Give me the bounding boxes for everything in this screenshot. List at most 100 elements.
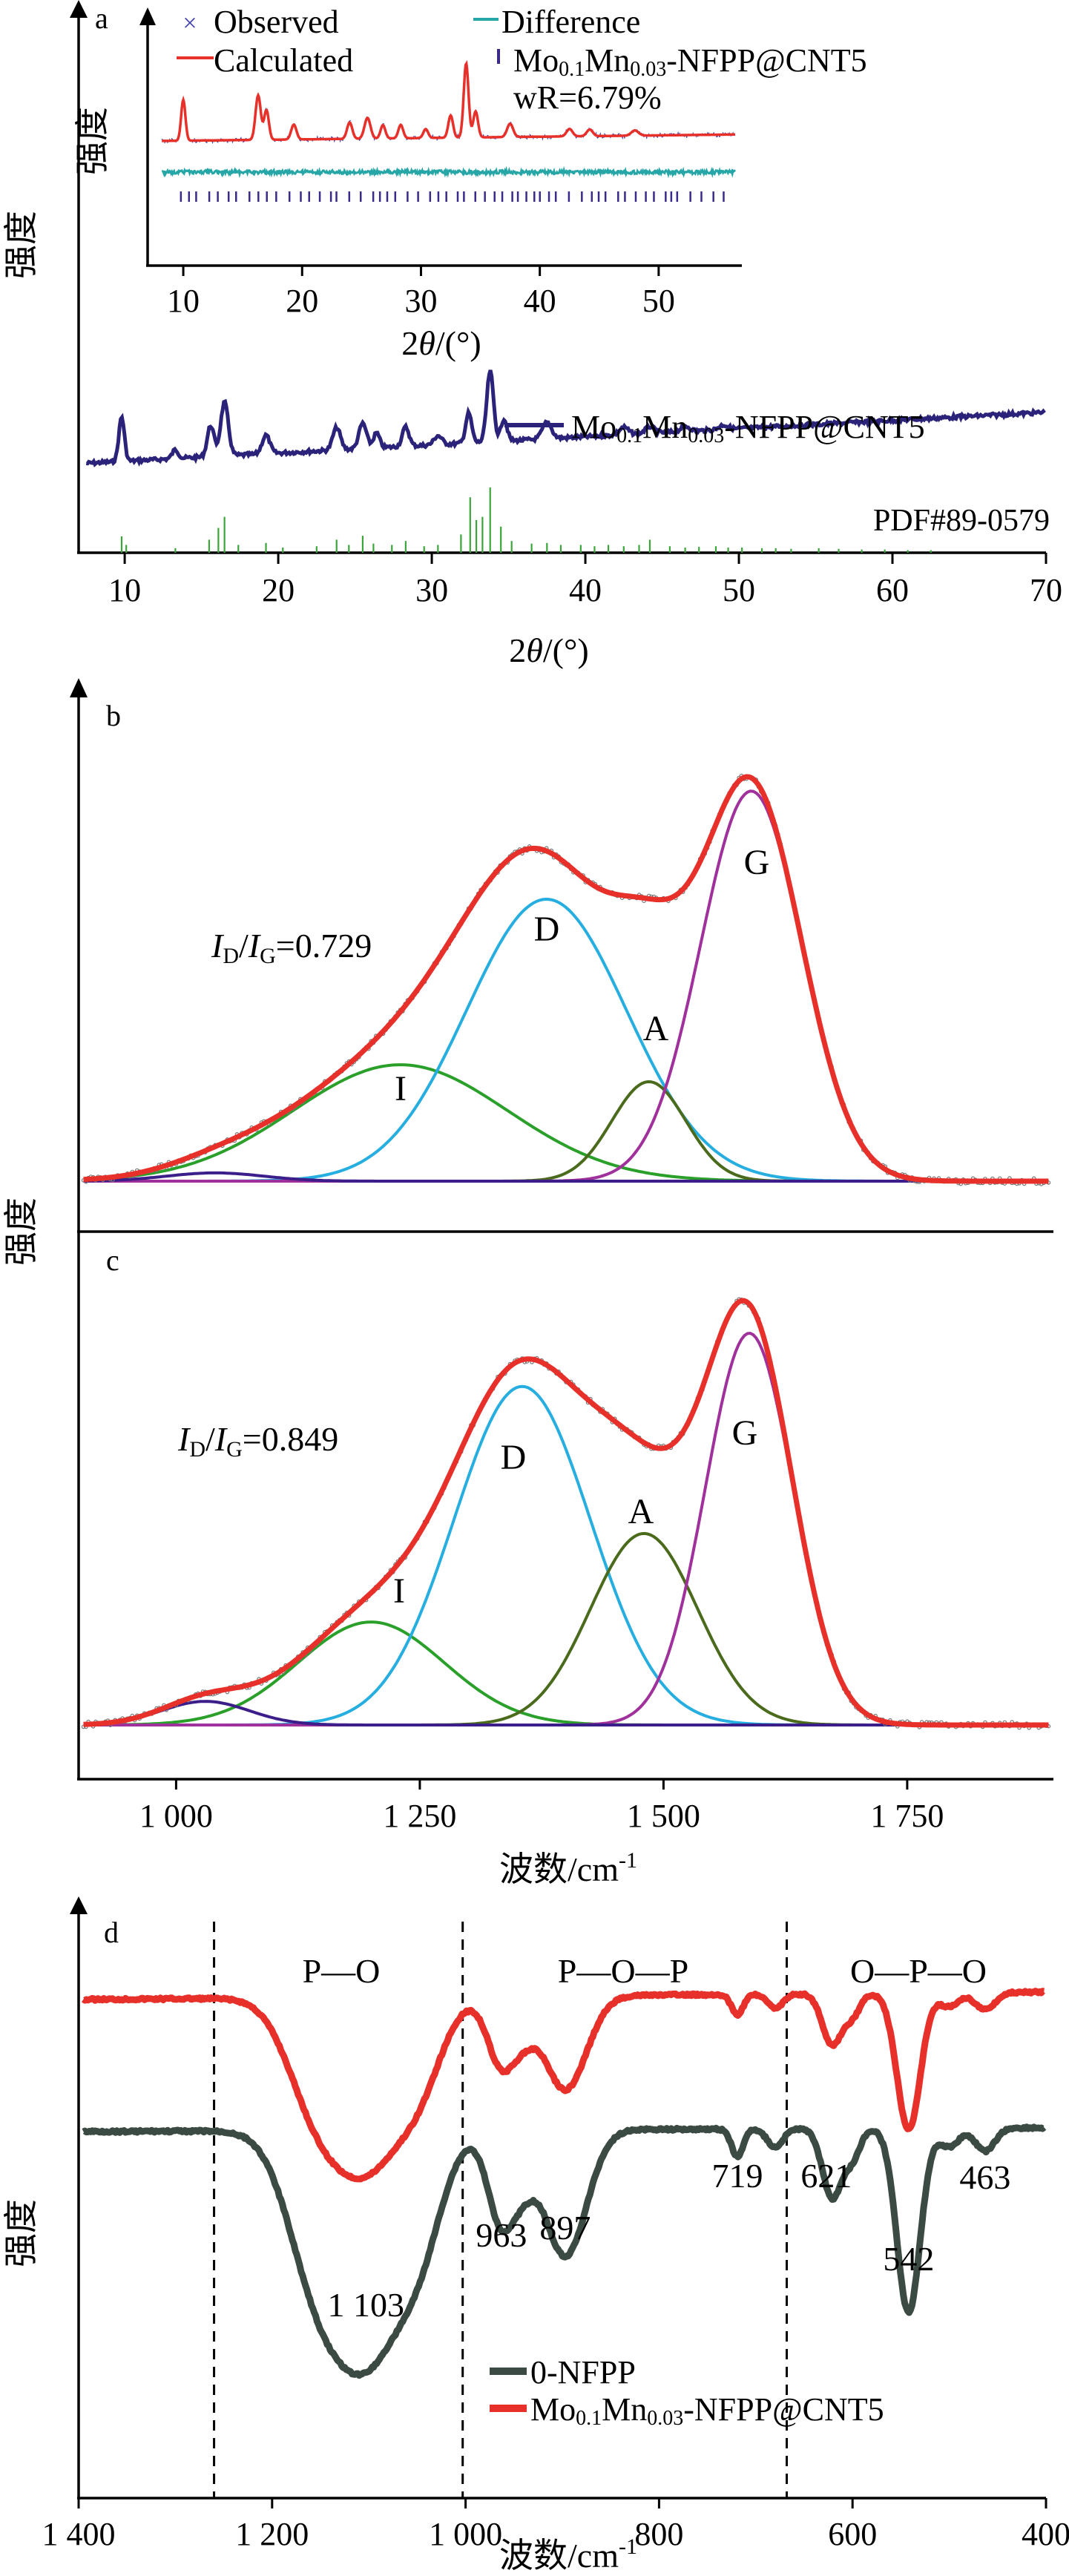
- inset-x-tick-label: 40: [524, 283, 556, 319]
- panel-d-x-tick-label: 1 000: [429, 2516, 502, 2552]
- ftir-peak-label: 963: [476, 2216, 527, 2254]
- legend-label-calculated: Calculated: [214, 42, 353, 79]
- panel-d-y-label: 强度: [2, 2199, 40, 2267]
- panel-d-x-tick-label: 1 400: [42, 2516, 116, 2552]
- region-label-p-o-p: P—O—P: [558, 1952, 688, 1990]
- panel-d-label: d: [104, 1916, 119, 1949]
- raman-fit-sum: [83, 1298, 1049, 1728]
- panel-bc: b c 强度 1 000 1 250 1 500 1 750 波数/cm-1 I D A G…: [2, 678, 1053, 1888]
- panel-d-x-tick-label: 800: [634, 2516, 683, 2552]
- ftir-peak-label: 1 103: [328, 2286, 405, 2324]
- series-sticks-pdf: [120, 487, 932, 553]
- panel-c-x-tick-label: 1 750: [870, 1798, 944, 1834]
- panel-a: a 10 20 30 40 50 60 70 2θ/(°) 强度 Mo0.1Mn0.03-N…: [2, 0, 1062, 669]
- inset-y-label: 强度: [73, 107, 111, 175]
- inset-x-label: 2θ/(°): [401, 324, 481, 362]
- panel-a-x-tick-label: 40: [569, 572, 602, 608]
- panel-a-x-tick-label: 60: [876, 572, 909, 608]
- panel-c-x-label: 波数/cm-1: [499, 1848, 637, 1888]
- inset-y-arrow: [139, 7, 156, 25]
- legend-label-pdf: PDF#89-0579: [873, 504, 1050, 538]
- raman-peak-label-i: I: [395, 1069, 407, 1108]
- inset-x-tick-label: 50: [642, 283, 675, 319]
- inset-x-ticks: 10 20 30 40 50: [167, 266, 675, 319]
- inset-x-tick-label: 10: [167, 283, 200, 319]
- legend-label-nfpp-xrd: Mo0.1Mn0.03-NFPP@CNT5: [571, 409, 925, 447]
- panel-a-x-label: 2θ/(°): [509, 631, 588, 669]
- raman-peak-label-g: G: [732, 1413, 758, 1453]
- raman-observed-points: [81, 1297, 1051, 1730]
- panel-d-legend: 0-NFPP Mo0.1Mn0.03-NFPP@CNT5: [490, 2354, 884, 2430]
- panel-bc-y-label: 强度: [2, 1197, 40, 1266]
- panel-a-x-tick-label: 70: [1030, 572, 1062, 608]
- legend-label-0-nfpp: 0-NFPP: [530, 2354, 636, 2391]
- panel-d-y-arrow: [70, 1896, 88, 1914]
- inset-difference-series: [162, 165, 737, 179]
- panel-a-inset: 10 20 30 40 50 2θ/(°) 强度 × Observed Differen…: [73, 4, 867, 362]
- panel-c-ratio: ID/IG=0.849: [177, 1420, 338, 1462]
- series-line-nfpp-xrd: [85, 369, 1046, 467]
- legend-marker-observed: ×: [182, 10, 197, 37]
- panel-c-label: c: [106, 1243, 119, 1277]
- panel-b-ratio: ID/IG=0.729: [211, 927, 372, 968]
- ftir-peak-label: 621: [800, 2157, 852, 2195]
- panel-c-x-tick-label: 1 250: [383, 1798, 456, 1834]
- raman-peak-i: [83, 1620, 1049, 1726]
- legend-label-cnt5-ftir: Mo0.1Mn0.03-NFPP@CNT5: [530, 2391, 884, 2430]
- raman-peak-label-a: A: [628, 1492, 654, 1531]
- raman-peak-extra: [83, 1171, 1049, 1183]
- inset-calculated-series: [162, 59, 735, 142]
- inset-x-tick-label: 30: [404, 283, 437, 319]
- series-line-cnt5-ftir: [81, 1988, 1046, 2183]
- ftir-peak-label: 897: [539, 2209, 591, 2247]
- raman-peak-g: [83, 1331, 1049, 1726]
- panel-b-label: b: [106, 699, 121, 732]
- region-label-o-p-o: O—P—O: [850, 1952, 987, 1990]
- panel-a-x-tick-label: 50: [723, 572, 755, 608]
- panel-d-x-label: 波数/cm-1: [499, 2534, 637, 2575]
- raman-peak-a: [83, 1080, 1049, 1183]
- inset-wr-annotation: wR=6.79%: [513, 79, 662, 116]
- raman-peak-extra: [83, 1700, 1049, 1726]
- panel-d-x-tick-label: 600: [828, 2516, 877, 2552]
- region-label-p-o: P—O: [303, 1952, 381, 1990]
- panel-a-x-tick-label: 10: [108, 572, 141, 608]
- raman-peak-label-i: I: [393, 1571, 405, 1611]
- raman-fit-sum: [83, 774, 1049, 1184]
- panel-a-x-ticks: 10 20 30 40 50 60 70: [108, 553, 1062, 608]
- panel-b-plot: I D A G: [81, 773, 1051, 1186]
- raman-peak-label-a: A: [643, 1009, 669, 1048]
- raman-peak-a: [83, 1531, 1049, 1726]
- legend-label-bragg: Mo0.1Mn0.03-NFPP@CNT5: [513, 42, 867, 81]
- panel-d-x-tick-label: 400: [1022, 2516, 1069, 2552]
- raman-peak-g: [83, 789, 1049, 1183]
- panel-c-x-ticks: 1 000 1 250 1 500 1 750: [139, 1779, 944, 1834]
- legend-label-difference: Difference: [501, 4, 640, 40]
- panel-d-x-ticks: 1 400 1 200 1 000 800 600 400: [42, 2498, 1069, 2552]
- raman-peak-label-d: D: [534, 910, 560, 949]
- raman-peak-label-d: D: [501, 1438, 527, 1477]
- ftir-peak-label: 542: [883, 2240, 934, 2278]
- panel-a-y-arrow: [70, 0, 88, 18]
- inset-bragg-ticks: [180, 191, 725, 202]
- raman-peak-label-g: G: [744, 843, 770, 882]
- raman-peak-i: [83, 1063, 1049, 1183]
- raman-observed-points: [81, 773, 1051, 1186]
- panel-d-x-tick-label: 1 200: [235, 2516, 309, 2552]
- panel-a-x-tick-label: 20: [262, 572, 295, 608]
- panel-a-y-label: 强度: [2, 211, 40, 279]
- panel-d: d 强度 1 400 1 200 1 000 800 600 400 波数/cm-1 P—…: [2, 1896, 1069, 2575]
- legend-label-observed: Observed: [214, 4, 339, 40]
- panel-d-peak-labels: 1 103 963 897 719 621 542 463: [328, 2157, 1011, 2324]
- inset-legend: × Observed Difference Calculated Mo0.1Mn…: [177, 4, 867, 116]
- inset-x-tick-label: 20: [286, 283, 318, 319]
- panel-a-x-tick-label: 30: [415, 572, 448, 608]
- ftir-peak-label: 463: [959, 2158, 1010, 2196]
- panel-c-x-tick-label: 1 500: [627, 1798, 700, 1834]
- panel-bc-y-arrow: [70, 678, 88, 697]
- panel-c-plot: I D A G: [81, 1297, 1051, 1730]
- series-line-0-nfpp: [82, 2123, 1047, 2379]
- panel-c-x-tick-label: 1 000: [139, 1798, 213, 1834]
- ftir-peak-label: 719: [712, 2157, 763, 2195]
